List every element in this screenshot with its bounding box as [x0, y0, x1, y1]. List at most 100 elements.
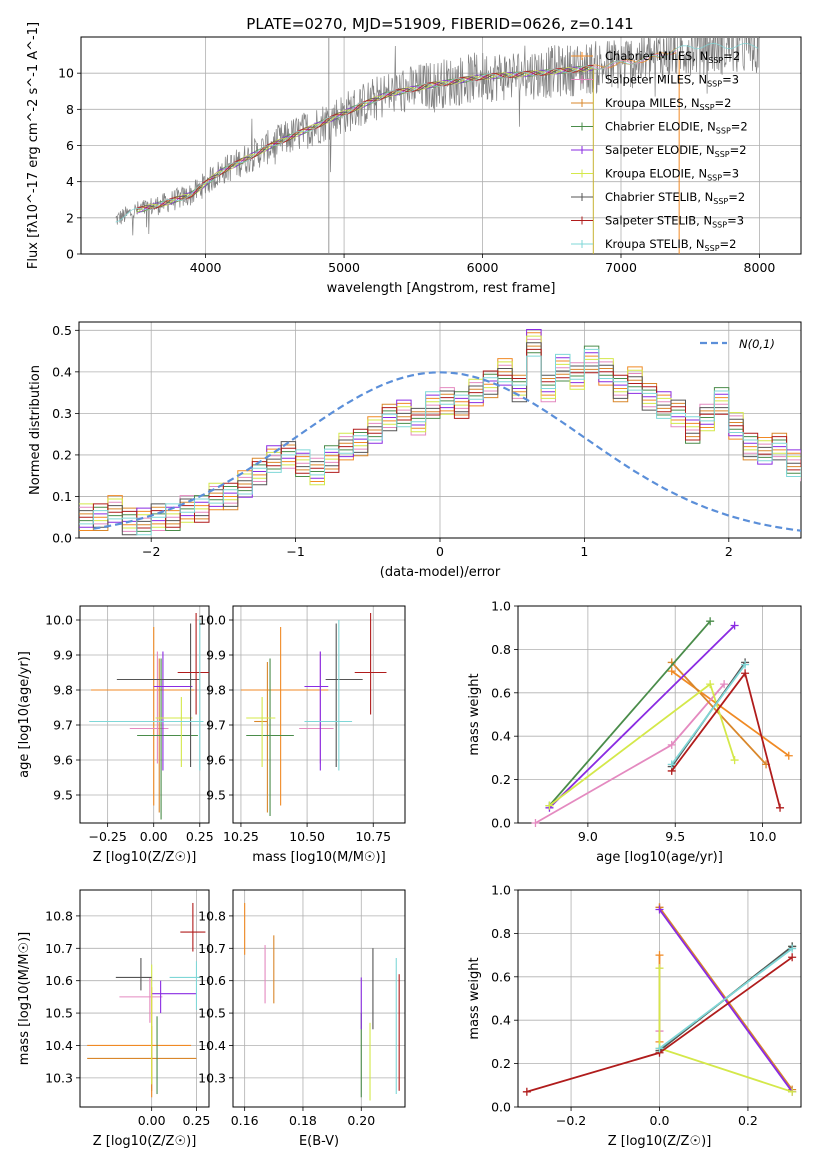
mass-vs-EBV-xlabel: E(B-V) [299, 1134, 339, 1149]
mass-vs-Z-ytick-label-3: 10.6 [45, 973, 73, 988]
residuals-ytick-label-2: 0.2 [52, 447, 72, 462]
mass-vs-Z-ytick-label-5: 10.8 [45, 908, 73, 923]
mass-weight-vs-age-marker-7-2 [776, 803, 785, 812]
mass-weight-vs-Z-line-4 [658, 908, 793, 1093]
residuals-axes: −2 −1 0 1 2 0.0 0.1 0.2 0.3 0.4 0.5 (data-model)/er… [28, 321, 802, 580]
residuals-ytick-label-1: 0.1 [52, 489, 72, 504]
mass-weight-vs-age-frame [517, 605, 802, 824]
mass-weight-vs-Z-marker-7-2 [788, 953, 797, 962]
mass-weight-vs-Z-marker-7-0 [522, 1087, 531, 1096]
mass-weight-vs-age-marker-5-0 [545, 801, 554, 810]
mass-vs-EBV-ytick-label-4: 10.7 [198, 941, 226, 956]
residuals-hist-2 [79, 345, 801, 531]
age-vs-Z-xtick-label-2: 0.25 [186, 829, 214, 844]
mass-vs-Z-ytick-label-1: 10.4 [45, 1038, 73, 1053]
mass-weight-vs-age-marker-5-1 [706, 680, 715, 689]
residuals-hist-3 [79, 345, 801, 532]
figure-title: PLATE=0270, MJD=51909, FIBERID=0626, z=0… [246, 15, 633, 33]
residuals-xtick-label-4: 2 [725, 544, 733, 559]
residuals-xlabel: (data-model)/error [380, 565, 501, 580]
mass-weight-vs-Z-ytick-label-5: 1.0 [491, 883, 511, 898]
mass-vs-EBV-axes: 0.16 0.18 0.20 10.3 10.4 10.5 10.6 10.7 10.8 E(B-… [198, 889, 406, 1149]
age-vs-Z-ytick-label-3: 9.8 [53, 683, 73, 698]
mass-weight-vs-age-ytick-label-3: 0.6 [491, 685, 511, 700]
age-vs-Z-ytick-label-0: 9.5 [53, 788, 73, 803]
mass-weight-vs-age-xtick-label-0: 9.0 [578, 829, 598, 844]
spectrum-model-line-0 [136, 52, 677, 211]
spectrum-xtick-label-0: 4000 [190, 260, 222, 275]
mass-weight-vs-Z-axes: −0.2 0.0 0.2 0.0 0.2 0.4 0.6 0.8 1.0 Z [log10(Z/Z… [467, 883, 802, 1149]
mass-weight-vs-Z-ylabel: mass weight [467, 957, 482, 1039]
spectrum-ytick-label-1: 2 [66, 210, 74, 225]
mass-vs-Z-ytick-label-2: 10.5 [45, 1006, 73, 1021]
age-vs-mass-ytick-label-2: 9.7 [206, 718, 226, 733]
spectrum-legend-label-6: Chabrier STELIB, NSSP=2 [605, 190, 745, 206]
residuals-hist-0 [79, 332, 801, 531]
spectrum-legend-label-0: Chabrier MILES, NSSP=2 [605, 49, 740, 65]
residuals-hist-1 [79, 338, 801, 532]
spectrum-legend-label-3: Chabrier ELODIE, NSSP=2 [605, 120, 748, 136]
residuals-hist-8 [79, 348, 801, 536]
spectrum-observed-line [115, 37, 759, 236]
mass-weight-vs-age-ylabel: mass weight [467, 673, 482, 755]
mass-vs-EBV-ytick-label-5: 10.8 [198, 908, 226, 923]
mass-weight-vs-age-marker-8-0 [667, 760, 676, 769]
age-vs-mass-xtick-label-2: 10.75 [355, 829, 391, 844]
mass-vs-EBV-ytick-label-2: 10.5 [198, 1006, 226, 1021]
mass-weight-vs-age-xtick-label-2: 10.0 [749, 829, 777, 844]
mass-weight-vs-Z-ytick-label-2: 0.4 [491, 1013, 511, 1028]
mass-weight-vs-Z-marker-8-0 [655, 1044, 664, 1053]
spectrum-legend-label-4: Salpeter ELODIE, NSSP=2 [605, 143, 747, 159]
mass-weight-vs-Z-frame [517, 889, 802, 1108]
spectrum-model-line-6 [136, 64, 594, 211]
age-vs-Z-xtick-label-1: 0.00 [140, 829, 168, 844]
mass-weight-vs-age-ytick-label-2: 0.4 [491, 729, 511, 744]
mass-vs-EBV-xtick-label-0: 0.16 [231, 1113, 259, 1128]
mass-weight-vs-age-marker-0-1 [784, 751, 793, 760]
mass-weight-vs-age-marker-4-1 [730, 621, 739, 630]
age-vs-mass-axes: 10.25 10.50 10.75 9.5 9.6 9.7 9.8 9.9 10.0 mass [… [198, 605, 406, 865]
mass-weight-vs-Z-ytick-label-3: 0.6 [491, 969, 511, 984]
mass-weight-vs-Z-ytick-label-4: 0.8 [491, 926, 511, 941]
age-vs-Z-xlabel: Z [log10(Z/Z☉)] [93, 850, 197, 865]
mass-weight-vs-Z-xtick-label-0: −0.2 [556, 1113, 586, 1128]
spectrum-model-line-8 [115, 42, 759, 223]
residuals-hist-4 [79, 329, 801, 528]
mass-weight-vs-Z-marker-4-0 [655, 905, 664, 914]
mass-weight-vs-age-line-4 [548, 624, 736, 809]
spectrum-legend-label-2: Kroupa MILES, NSSP=2 [605, 96, 731, 112]
spectrum-legend-label-1: Salpeter MILES, NSSP=3 [605, 73, 739, 89]
spectrum-xlabel: wavelength [Angstrom, rest frame] [327, 281, 556, 296]
mass-vs-Z-ylabel: mass [log10(M/M☉)] [17, 932, 32, 1065]
mass-weight-vs-age-line-1 [535, 683, 725, 824]
spectrum-legend-label-8: Kroupa STELIB, NSSP=2 [605, 237, 736, 253]
spectrum-ylabel: Flux [fλ10^-17 erg cm^-2 s^-1 A^-1] [26, 22, 41, 269]
mass-vs-Z-ytick-label-4: 10.7 [45, 941, 73, 956]
age-vs-mass-ytick-label-5: 10.0 [198, 613, 226, 628]
residuals-ylabel: Normed distribution [28, 365, 43, 495]
age-vs-mass-xtick-label-1: 10.50 [289, 829, 325, 844]
residuals-normal-curve [93, 371, 801, 532]
mass-weight-vs-age-marker-1-0 [531, 819, 540, 827]
spectrum-model-line-7 [136, 64, 594, 210]
spectrum-ytick-label-3: 6 [66, 138, 74, 153]
spectrum-xtick-label-2: 6000 [467, 260, 499, 275]
residuals-frame [78, 321, 802, 539]
mass-weight-vs-age-marker-5-2 [730, 756, 739, 765]
residuals-hist-6 [79, 342, 801, 536]
age-vs-mass-ytick-label-1: 9.6 [206, 753, 226, 768]
mass-vs-EBV-ytick-label-3: 10.6 [198, 973, 226, 988]
mass-weight-vs-age-marker-1-1 [667, 740, 676, 749]
mass-weight-vs-age-line-5 [548, 682, 736, 807]
mass-vs-EBV-ytick-label-1: 10.4 [198, 1038, 226, 1053]
mass-vs-Z-xtick-label-1: 0.25 [183, 1113, 211, 1128]
mass-weight-vs-Z-marker-5-2 [788, 1087, 797, 1096]
mass-weight-vs-age-xlabel: age [log10(age/yr)] [596, 850, 723, 865]
spectrum-legend-label-5: Kroupa ELODIE, NSSP=3 [605, 167, 739, 183]
mass-weight-vs-age-marker-8-1 [741, 660, 750, 669]
age-vs-mass-xtick-label-0: 10.25 [223, 829, 259, 844]
mass-weight-vs-age-ytick-label-5: 1.0 [491, 599, 511, 614]
mass-weight-vs-age-ytick-label-4: 0.8 [491, 642, 511, 657]
mass-weight-vs-age-ytick-label-1: 0.2 [491, 772, 511, 787]
